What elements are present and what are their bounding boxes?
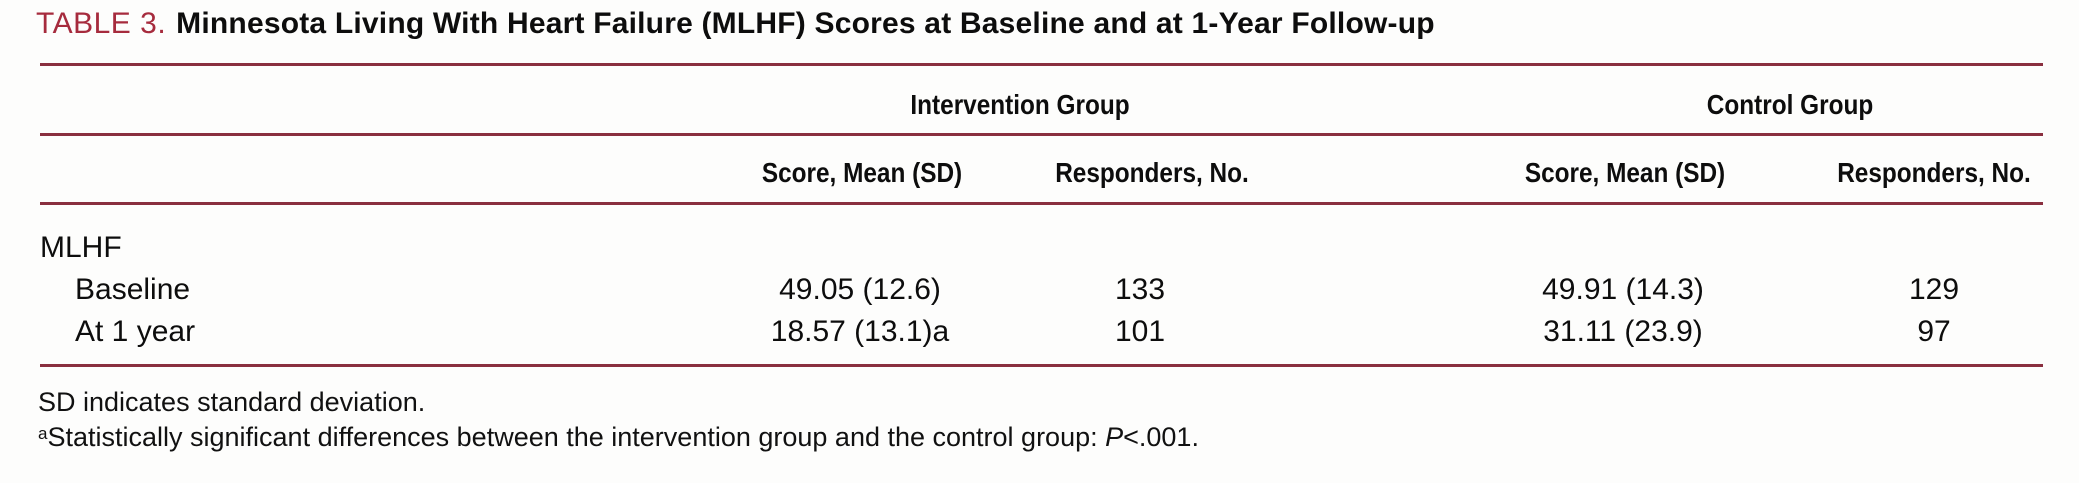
col-header-intervention-score: Score, Mean (SD) — [747, 157, 977, 189]
footnote-significance: aStatistically significant differences b… — [38, 421, 1199, 453]
rule-under-group-headers — [40, 133, 2043, 136]
col-header-label: Responders, No. — [1837, 157, 2031, 188]
table-caption: TABLE 3. Minnesota Living With Heart Fail… — [36, 7, 1435, 42]
col-header-label: Score, Mean (SD) — [761, 157, 963, 188]
cell-baseline-control-score: 49.91 (14.3) — [1542, 273, 1704, 306]
col-header-control-score: Score, Mean (SD) — [1510, 157, 1740, 189]
footnote-marker-a: a — [38, 424, 48, 443]
row-label-mlhf: MLHF — [40, 231, 122, 264]
cell-baseline-intervention-responders: 133 — [1114, 273, 1166, 306]
col-header-label: Responders, No. — [1055, 157, 1249, 188]
cell-year1-control-score: 31.11 (23.9) — [1543, 315, 1703, 348]
rule-table-bottom — [40, 364, 2043, 367]
footnote-p-value: <.001. — [1123, 422, 1199, 452]
group-header-intervention-label: Intervention Group — [910, 89, 1130, 120]
col-header-label: Score, Mean (SD) — [1524, 157, 1726, 188]
row-label-at-1-year: At 1 year — [75, 315, 196, 348]
rule-under-caption — [40, 63, 2043, 66]
cell-year1-intervention-responders: 101 — [1114, 315, 1166, 348]
col-header-control-responders: Responders, No. — [1823, 157, 2045, 189]
row-label-baseline: Baseline — [75, 273, 191, 306]
group-header-control-label: Control Group — [1706, 89, 1874, 120]
table-number-label: TABLE 3. — [36, 7, 167, 40]
cell-year1-intervention-score: 18.57 (13.1)a — [770, 315, 950, 348]
footnote-sd: SD indicates standard deviation. — [38, 387, 426, 417]
footnote-significance-text: Statistically significant differences be… — [47, 422, 1106, 452]
col-header-intervention-responders: Responders, No. — [1041, 157, 1263, 189]
cell-baseline-intervention-score: 49.05 (12.6) — [779, 273, 941, 306]
footnote-p-symbol: P — [1105, 422, 1124, 452]
cell-year1-control-responders: 97 — [1917, 315, 1951, 348]
table-title-text: Minnesota Living With Heart Failure (MLH… — [176, 7, 1435, 40]
cell-baseline-control-responders: 129 — [1908, 273, 1960, 306]
group-header-control: Control Group — [1694, 89, 1885, 121]
rule-under-column-headers — [40, 202, 2043, 205]
group-header-intervention: Intervention Group — [894, 89, 1146, 121]
